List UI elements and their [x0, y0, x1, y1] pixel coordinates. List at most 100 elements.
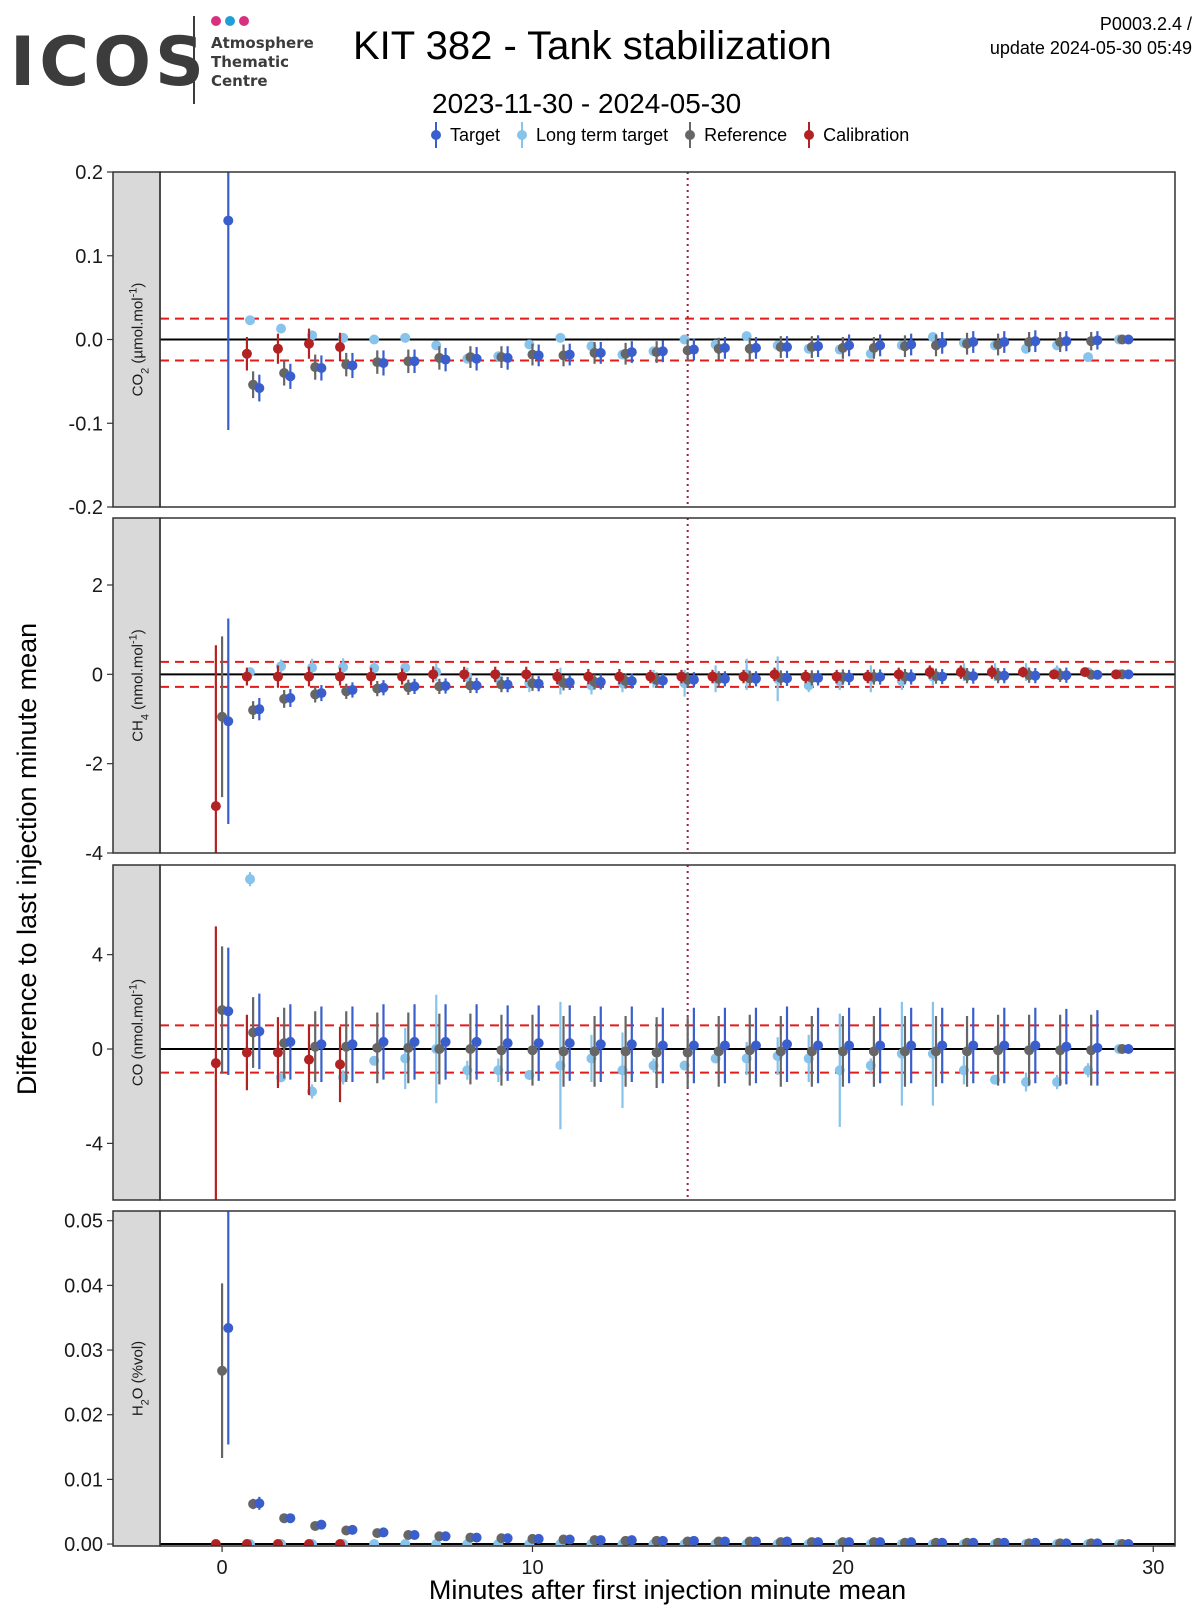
data-point	[245, 874, 256, 885]
data-point	[620, 1046, 631, 1057]
data-point	[906, 1537, 917, 1546]
y-tick-label: 0.2	[75, 162, 103, 184]
data-point	[347, 684, 358, 695]
data-point	[372, 1042, 383, 1053]
data-point	[1092, 669, 1103, 680]
data-point	[223, 215, 234, 226]
data-point	[719, 1040, 730, 1051]
series-target	[223, 172, 1134, 430]
page-title: KIT 382 - Tank stabilization	[353, 24, 832, 68]
data-point	[1092, 1042, 1103, 1053]
data-point	[316, 1519, 327, 1530]
data-point	[241, 1047, 252, 1058]
data-point	[868, 1046, 879, 1057]
logo-line-2: Thematic	[211, 53, 289, 71]
data-point	[813, 341, 824, 352]
data-point	[272, 1539, 283, 1546]
panel-strip	[112, 517, 161, 854]
data-point	[806, 1046, 817, 1057]
data-point	[750, 342, 761, 353]
data-point	[210, 801, 221, 812]
data-point	[347, 1039, 358, 1050]
panel-border	[159, 517, 1176, 854]
product-code: P0003.2.4 /	[1099, 14, 1192, 34]
data-point	[1092, 335, 1103, 346]
data-point	[254, 704, 265, 715]
data-point	[719, 1536, 730, 1546]
data-point	[533, 350, 544, 361]
data-point	[937, 337, 948, 348]
data-point	[465, 1044, 476, 1055]
y-tick-label: 0.03	[64, 1340, 103, 1362]
data-point	[626, 676, 637, 687]
data-point	[347, 1524, 358, 1535]
data-point	[272, 671, 283, 682]
panel-strip-label: CH4 (nmol.mol-1)	[128, 629, 152, 742]
data-point	[471, 1036, 482, 1047]
x-tick-label: 10	[521, 1557, 543, 1579]
data-point	[968, 671, 979, 682]
data-point	[409, 356, 420, 367]
data-point	[272, 343, 283, 354]
data-point	[595, 1535, 606, 1546]
data-point	[657, 1535, 668, 1546]
data-point	[210, 1539, 221, 1546]
chart-legend: Target Long term target Reference Calibr…	[428, 120, 923, 150]
data-point	[813, 1537, 824, 1546]
data-point	[347, 360, 358, 371]
data-point	[688, 1535, 699, 1546]
data-point	[800, 671, 811, 682]
data-point	[875, 1537, 886, 1546]
data-point	[707, 671, 718, 682]
data-point	[937, 671, 948, 682]
panel-data	[223, 172, 1134, 430]
data-point	[335, 342, 346, 353]
data-point	[400, 332, 411, 343]
data-point	[1017, 667, 1028, 678]
legend-item-calibration: Calibration	[801, 120, 909, 150]
data-point	[564, 1534, 575, 1545]
data-point	[657, 1040, 668, 1051]
data-point	[986, 667, 997, 678]
y-tick-label: -0.2	[69, 497, 103, 519]
data-point	[217, 1365, 228, 1376]
x-tick-label: 20	[832, 1557, 854, 1579]
y-tick-label: -4	[85, 843, 103, 865]
data-point	[471, 1532, 482, 1543]
data-point	[335, 671, 346, 682]
series-calibration	[241, 328, 346, 371]
panel-strip-label: CO (nmol.mol-1)	[128, 979, 147, 1086]
data-point	[369, 334, 380, 345]
data-point	[1061, 1538, 1072, 1546]
x-tick-label: 0	[217, 1557, 228, 1579]
data-point	[1123, 1044, 1134, 1055]
data-point	[502, 1038, 513, 1049]
data-point	[862, 671, 873, 682]
data-point	[713, 1046, 724, 1057]
data-point	[378, 357, 389, 368]
series-long-term-target	[245, 872, 1125, 1130]
y-tick-label: 4	[92, 945, 103, 967]
legend-label-reference: Reference	[704, 124, 788, 145]
data-point	[937, 1040, 948, 1051]
data-point	[552, 671, 563, 682]
data-point	[303, 338, 314, 349]
data-point	[875, 672, 886, 683]
data-point	[440, 680, 451, 691]
data-point	[555, 332, 566, 343]
data-point	[844, 1537, 855, 1546]
data-point	[775, 1046, 786, 1057]
y-tick-label: 0.01	[64, 1469, 103, 1491]
y-tick-label: 0.02	[64, 1405, 103, 1427]
data-point	[502, 1533, 513, 1544]
data-point	[471, 353, 482, 364]
data-point	[409, 1530, 420, 1541]
data-point	[409, 1036, 420, 1047]
data-point	[223, 716, 234, 727]
data-point	[968, 1040, 979, 1051]
data-point	[657, 346, 668, 357]
y-axis-title: Difference to last injection minute mean	[12, 623, 42, 1095]
data-point	[1030, 1537, 1041, 1546]
data-point	[738, 671, 749, 682]
